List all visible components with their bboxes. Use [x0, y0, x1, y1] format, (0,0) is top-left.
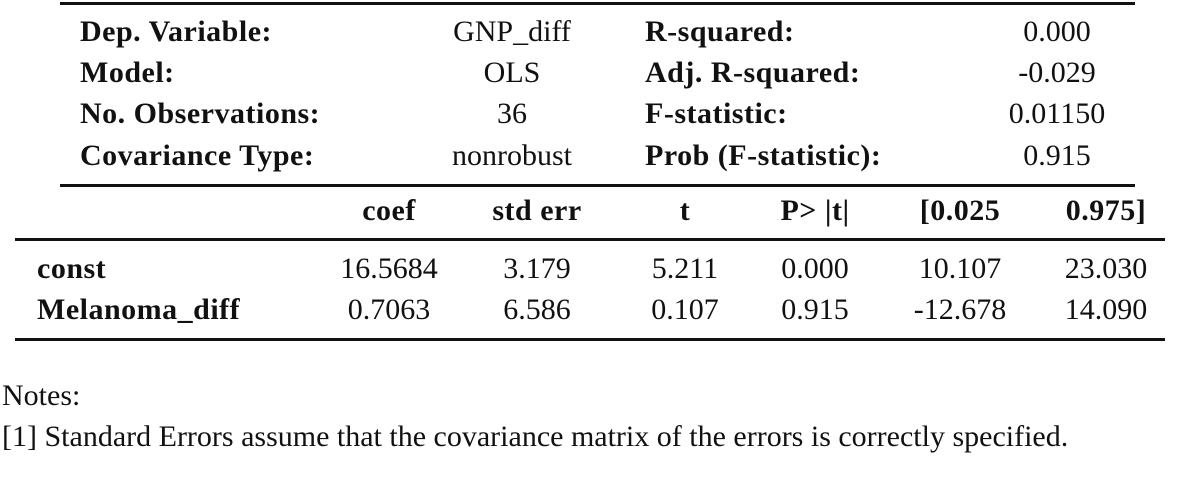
column-header: coef	[362, 194, 416, 227]
summary-value: 36	[497, 97, 527, 130]
cell: 14.090	[1064, 293, 1148, 326]
column-header: std err	[492, 194, 582, 227]
cell: 3.179	[503, 252, 571, 285]
summary-label: Adj. R-squared:	[645, 56, 861, 89]
cell: 0.000	[781, 252, 849, 285]
cell: 6.586	[503, 293, 571, 326]
rule	[60, 2, 1135, 5]
cell: 10.107	[918, 252, 1002, 285]
cell: 23.030	[1064, 252, 1148, 285]
summary-value: OLS	[483, 56, 541, 89]
summary-label: Model:	[80, 56, 175, 89]
summary-label: Dep. Variable:	[80, 15, 273, 48]
column-header: P> |t|	[780, 194, 850, 227]
summary-value: nonrobust	[452, 139, 572, 172]
summary-label: Covariance Type:	[80, 139, 315, 172]
cell: 0.915	[781, 293, 849, 326]
summary-value: GNP_diff	[453, 15, 571, 48]
notes: Notes: [1] Standard Errors assume that t…	[2, 375, 1194, 457]
column-header: [0.025	[919, 194, 1001, 227]
rule	[60, 184, 1135, 187]
column-header: t	[679, 194, 691, 227]
cell: -12.678	[913, 293, 1007, 326]
summary-label: F-statistic:	[645, 97, 788, 130]
summary-label: R-squared:	[645, 15, 795, 48]
cell: 16.5684	[340, 252, 438, 285]
cell: 0.107	[651, 293, 719, 326]
summary-label: Prob (F-statistic):	[645, 139, 882, 172]
rule	[15, 338, 1165, 341]
notes-title: Notes:	[2, 379, 81, 412]
row-label: const	[37, 252, 107, 285]
rule	[15, 238, 1165, 241]
summary-label: No. Observations:	[80, 97, 321, 130]
summary-value: 0.915	[1023, 139, 1091, 172]
summary-value: -0.029	[1018, 56, 1096, 89]
summary-value: 0.01150	[1008, 97, 1106, 130]
note: [1] Standard Errors assume that the cova…	[2, 420, 1069, 453]
row-label: Melanoma_diff	[37, 293, 241, 326]
cell: 0.7063	[347, 293, 431, 326]
column-header: 0.975]	[1065, 194, 1147, 227]
cell: 5.211	[651, 252, 719, 285]
summary-value: 0.000	[1023, 15, 1091, 48]
